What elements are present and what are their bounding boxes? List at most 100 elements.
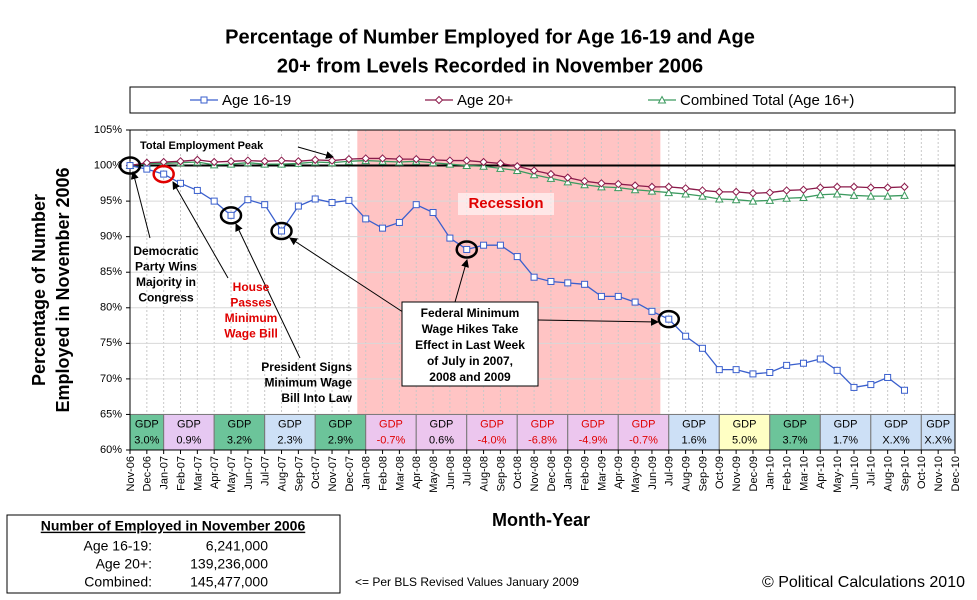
- gdp-label: -0.7%: [377, 434, 406, 446]
- marker: [160, 170, 168, 178]
- marker: [209, 157, 219, 167]
- x-tick-label: Nov-08: [529, 456, 541, 491]
- x-tick-label: Nov-07: [327, 456, 339, 491]
- marker: [294, 157, 303, 166]
- arrow: [454, 259, 469, 303]
- marker: [513, 162, 522, 171]
- marker: [176, 157, 185, 166]
- marker: [126, 162, 134, 170]
- gdp-heading: GDP: [480, 418, 504, 430]
- x-tick-label: Jan-09: [563, 456, 575, 490]
- marker: [681, 184, 690, 193]
- x-tick-label: Aug-09: [681, 456, 693, 491]
- gdp-box: [819, 413, 872, 451]
- marker: [328, 199, 336, 207]
- marker: [361, 154, 370, 163]
- gdp-label: 2.3%: [277, 434, 302, 446]
- highlight-circle: [118, 156, 142, 175]
- marker: [547, 277, 555, 285]
- table-value: 6,241,000: [206, 538, 268, 554]
- x-tick-label: Nov-10: [933, 456, 945, 491]
- highlight-circle: [270, 221, 293, 241]
- marker: [277, 156, 286, 165]
- recession-label: Recession: [468, 195, 543, 212]
- x-tick-label: Sep-08: [495, 456, 507, 491]
- recession-label-bg: [458, 193, 554, 215]
- gdp-heading: GDP: [884, 418, 908, 430]
- marker: [581, 280, 589, 288]
- marker: [564, 279, 572, 287]
- table-value: 145,477,000: [190, 574, 268, 590]
- gdp-box: [213, 413, 266, 451]
- gdp-heading: GDP: [329, 418, 353, 430]
- annotation: Wage Bill: [224, 327, 278, 341]
- marker: [832, 182, 842, 192]
- marker: [850, 383, 858, 391]
- annotation: Passes: [230, 296, 272, 310]
- legend-label: Age 16-19: [222, 92, 291, 109]
- marker: [462, 161, 472, 170]
- gdp-heading: GDP: [177, 418, 201, 430]
- x-tick-label: Nov-06: [125, 456, 137, 491]
- x-tick-label: Sep-09: [697, 456, 709, 491]
- marker: [513, 253, 521, 261]
- gdp-heading: GDP: [531, 418, 555, 430]
- marker: [698, 186, 707, 195]
- marker: [799, 185, 808, 194]
- x-tick-label: Jun-09: [647, 456, 659, 490]
- annotation: Minimum Wage: [264, 376, 352, 390]
- marker: [200, 96, 208, 104]
- y-tick-label: 100%: [94, 159, 122, 171]
- marker: [479, 157, 488, 167]
- marker: [715, 366, 723, 374]
- marker: [783, 361, 791, 369]
- marker: [362, 215, 370, 223]
- marker: [210, 197, 218, 205]
- x-tick-label: Feb-09: [579, 456, 591, 491]
- marker: [597, 292, 605, 300]
- marker: [278, 227, 286, 235]
- y-tick-label: 85%: [100, 266, 122, 278]
- marker: [412, 154, 421, 164]
- marker: [631, 298, 639, 306]
- marker: [395, 154, 404, 164]
- marker: [429, 208, 437, 216]
- marker: [816, 355, 824, 363]
- marker: [462, 156, 471, 165]
- marker: [395, 218, 403, 226]
- x-tick-label: Feb-08: [377, 456, 389, 491]
- marker: [563, 173, 572, 182]
- marker: [816, 183, 825, 192]
- arrow: [297, 146, 334, 159]
- annotation: House: [233, 280, 270, 294]
- legend: [129, 86, 956, 114]
- x-tick-label: Mar-09: [596, 456, 608, 491]
- gdp-heading: GDP: [834, 418, 858, 430]
- x-tick-label: Sep-07: [293, 456, 305, 491]
- marker: [445, 156, 455, 165]
- annotation-bg: [137, 138, 297, 153]
- gdp-label: 0.6%: [429, 434, 454, 446]
- marker: [900, 386, 908, 394]
- summary-box: [6, 514, 341, 594]
- y-tick-label: 95%: [100, 195, 122, 207]
- annotation: Federal Minimum: [421, 306, 520, 320]
- x-tick-label: Apr-08: [411, 456, 423, 489]
- annotation: Wage Hikes Take: [422, 322, 519, 336]
- arrow: [235, 223, 301, 359]
- gdp-box: [314, 413, 367, 451]
- annotation: Effect in Last Week: [415, 338, 525, 352]
- marker: [244, 196, 252, 204]
- gdp-heading: GDP: [430, 418, 454, 430]
- x-tick-label: Jul-09: [664, 456, 676, 486]
- marker: [311, 195, 319, 203]
- x-tick-label: Dec-07: [344, 456, 356, 491]
- gdp-label: 0.9%: [176, 434, 201, 446]
- marker: [698, 191, 707, 200]
- x-tick-label: Jan-07: [159, 456, 171, 490]
- x-tick-label: Jul-07: [260, 456, 272, 486]
- marker: [294, 202, 302, 210]
- gdp-label: 1.7%: [833, 434, 858, 446]
- marker: [463, 245, 471, 253]
